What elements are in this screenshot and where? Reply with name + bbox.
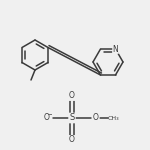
Text: −: − xyxy=(48,111,52,116)
Text: O: O xyxy=(69,92,75,100)
Text: O: O xyxy=(44,114,50,123)
Text: CH₃: CH₃ xyxy=(107,116,119,120)
Text: O: O xyxy=(93,114,99,123)
Text: N: N xyxy=(113,45,118,54)
Text: O: O xyxy=(69,135,75,144)
Text: S: S xyxy=(69,114,75,123)
